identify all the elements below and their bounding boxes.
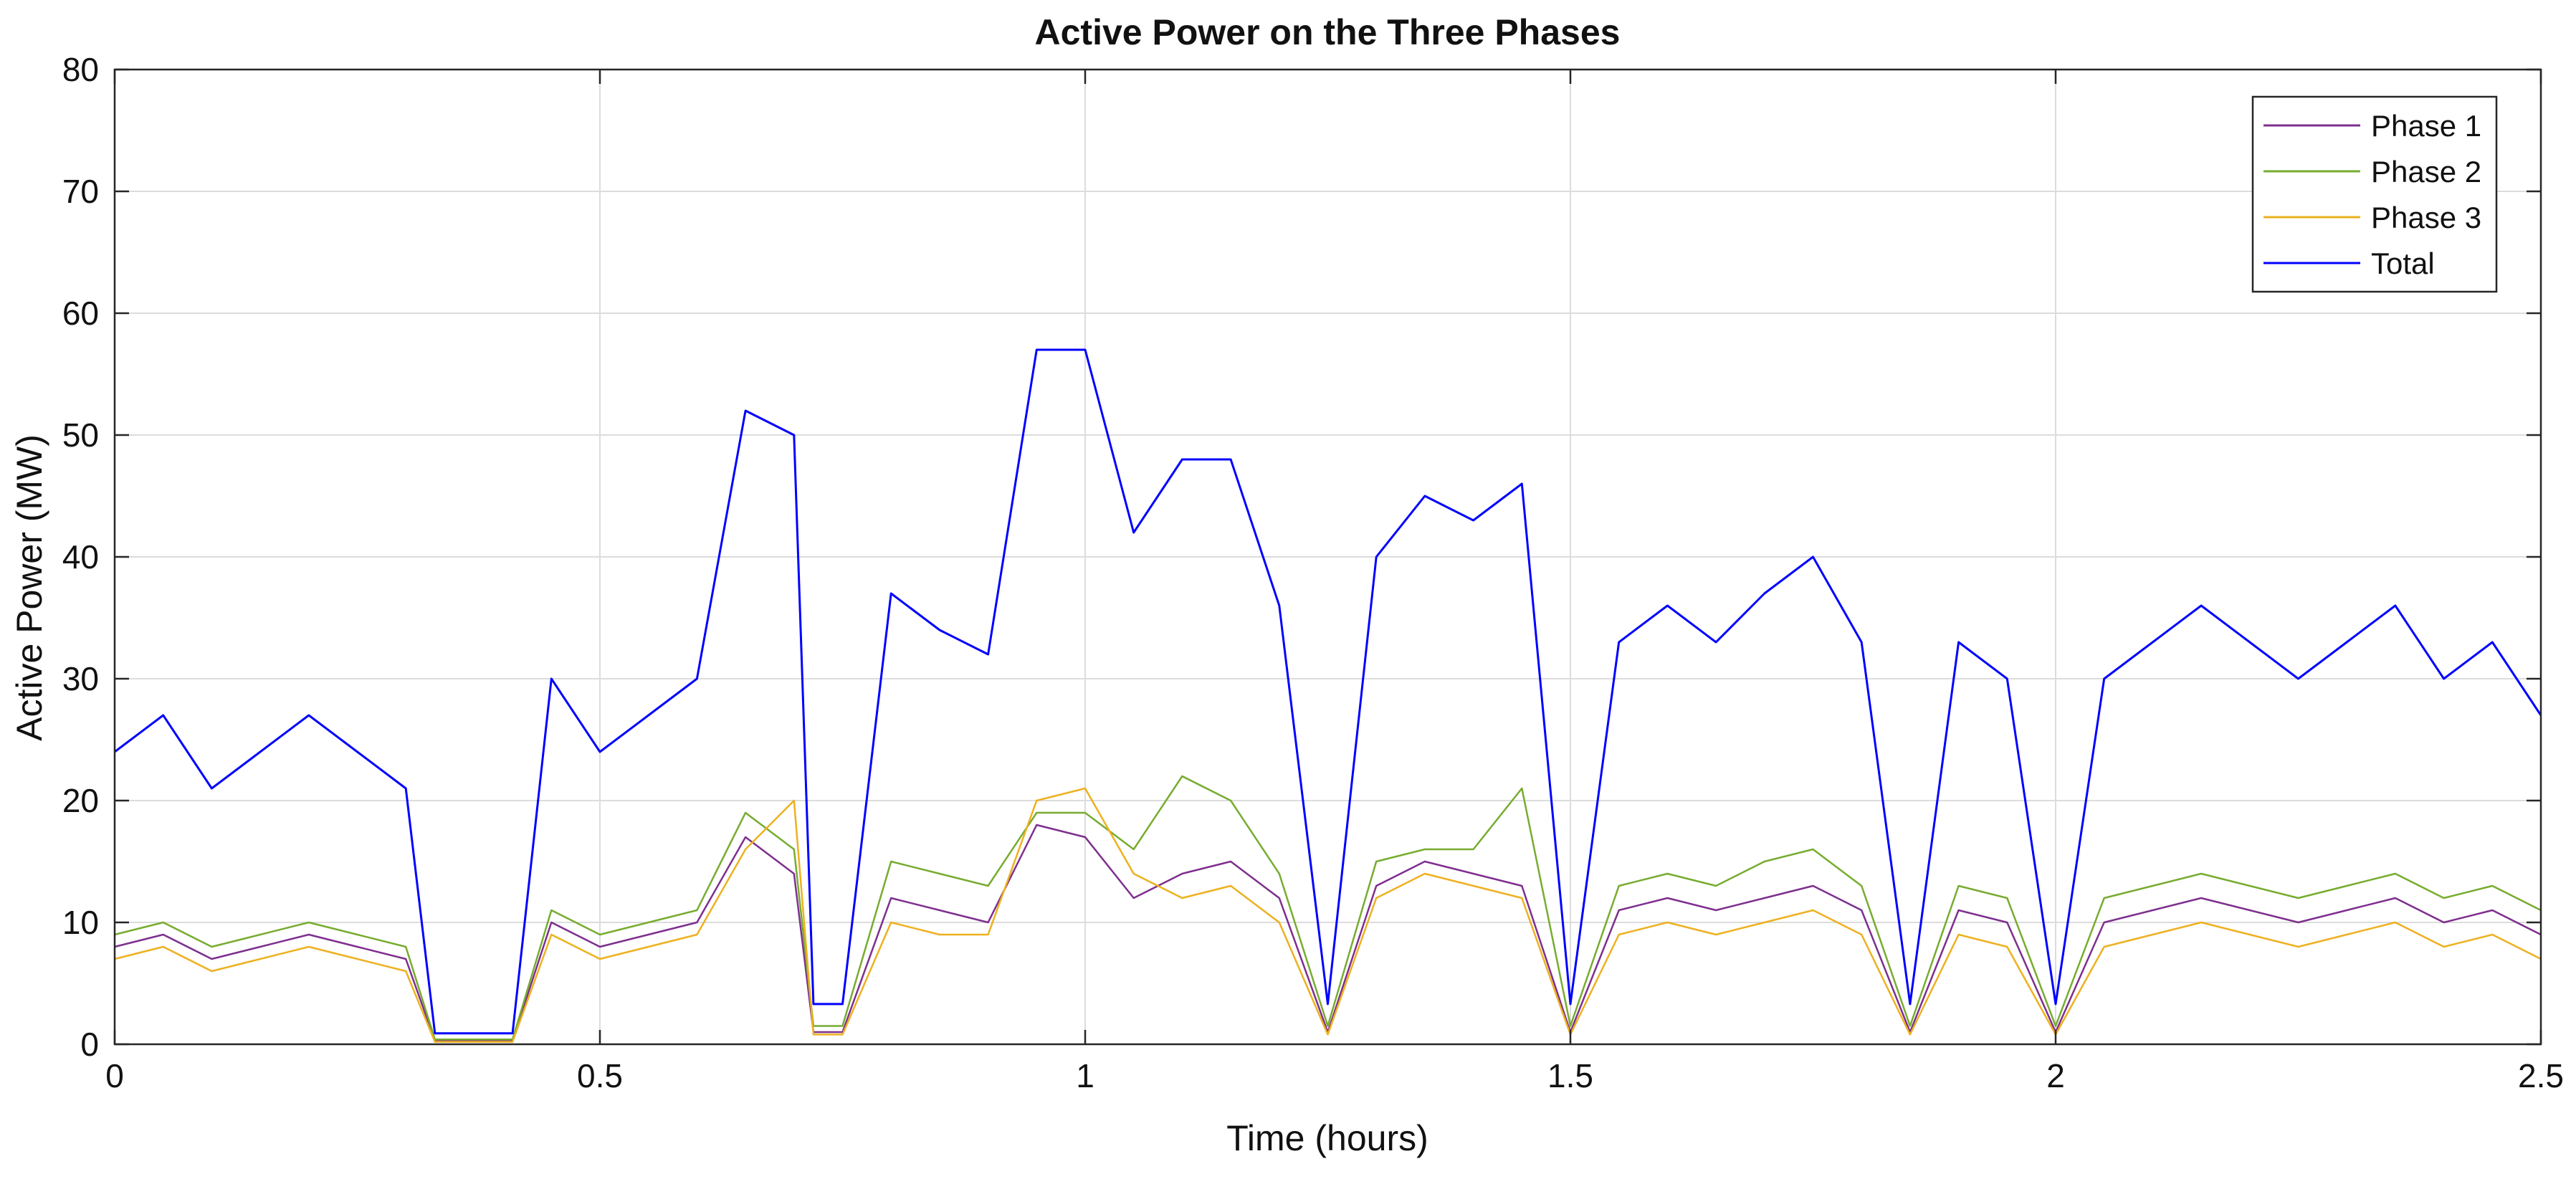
y-tick-label: 80 [62,51,99,88]
y-tick-label: 40 [62,538,99,576]
y-tick-label: 70 [62,173,99,210]
legend-label: Phase 2 [2371,155,2481,188]
x-axis-title: Time (hours) [1226,1118,1428,1158]
chart-title: Active Power on the Three Phases [1035,12,1621,52]
x-tick-label: 1 [1076,1057,1094,1094]
y-tick-label: 20 [62,782,99,819]
legend: Phase 1 Phase 2 Phase 3 Total [2253,97,2496,292]
y-axis-title: Active Power (MW) [9,434,49,741]
y-tick-label: 60 [62,295,99,332]
x-tick-label: 1.5 [1547,1057,1593,1094]
legend-label: Total [2371,247,2435,280]
x-tick-label: 0.5 [577,1057,623,1094]
legend-label: Phase 1 [2371,109,2481,143]
x-tick-label: 2 [2046,1057,2065,1094]
y-tick-label: 0 [80,1026,99,1063]
x-tick-label: 0 [105,1057,124,1094]
y-tick-label: 50 [62,416,99,454]
y-tick-label: 30 [62,660,99,697]
x-tick-label: 2.5 [2518,1057,2564,1094]
y-tick-label: 10 [62,904,99,941]
legend-label: Phase 3 [2371,201,2481,234]
